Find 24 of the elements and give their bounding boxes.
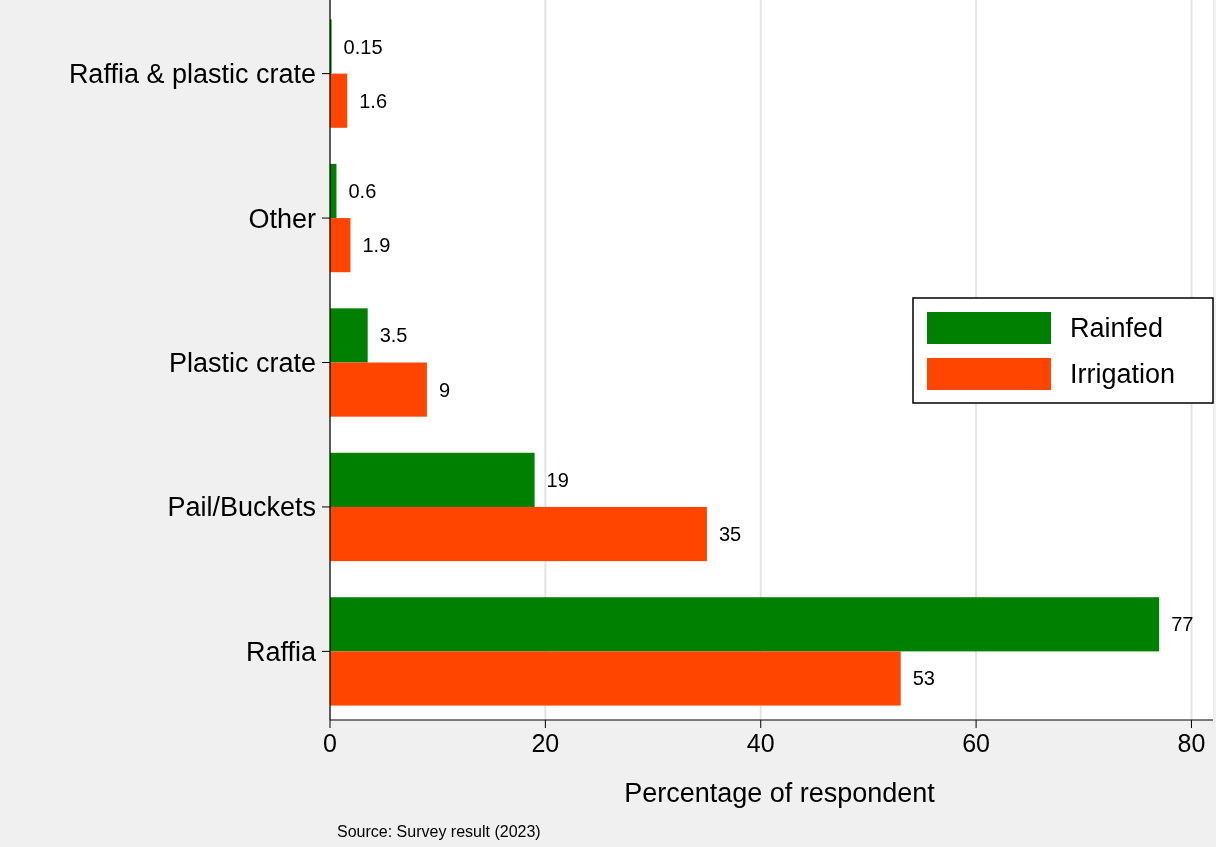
y-tick-label: Raffia: [245, 636, 317, 667]
x-tick-label: 0: [323, 729, 337, 757]
data-label: 19: [546, 468, 569, 491]
data-label: 1.9: [362, 234, 391, 257]
data-label: 0.15: [343, 35, 383, 58]
data-label: 77: [1171, 613, 1194, 636]
data-label: 3.5: [379, 324, 408, 347]
data-label: 1.6: [359, 89, 388, 112]
data-label: 35: [718, 523, 742, 546]
x-tick-label: 40: [746, 729, 775, 757]
y-tick-label: Plastic crate: [168, 347, 316, 378]
source-note: Source: Survey result (2023): [337, 823, 541, 840]
data-label: 0.6: [348, 179, 377, 202]
x-tick-label: 60: [962, 729, 990, 757]
data-label: 9: [438, 378, 451, 401]
legend-label: Irrigation: [1070, 359, 1176, 390]
x-tick-label: 20: [531, 729, 560, 757]
data-label: 53: [912, 667, 935, 690]
legend-label: Rainfed: [1070, 313, 1164, 344]
x-tick-label: 80: [1177, 729, 1206, 757]
y-tick-label: Raffia & plastic crate: [68, 59, 316, 90]
y-tick-label: Pail/Buckets: [167, 492, 316, 523]
x-axis-title: Percentage of respondent: [624, 778, 936, 808]
y-tick-label: Other: [248, 203, 316, 234]
